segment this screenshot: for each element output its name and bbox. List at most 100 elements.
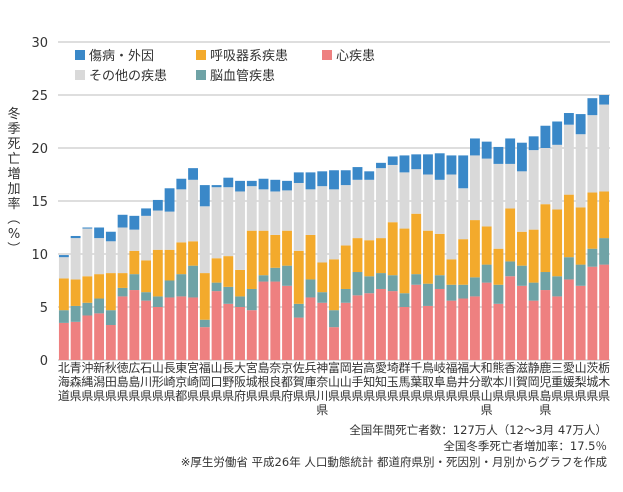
- bar-segment-23-その他の疾患: [329, 189, 339, 260]
- bar-segment-19-傷病・外因: [282, 180, 292, 191]
- bar-segment-2-心疾患: [82, 315, 93, 360]
- x-tick-label: 県: [222, 389, 234, 403]
- bar-segment-10-傷病・外因: [176, 178, 187, 190]
- bar-segment-26-傷病・外因: [364, 171, 375, 180]
- bar-segment-4-その他の疾患: [105, 241, 116, 274]
- bar-segment-12-傷病・外因: [199, 185, 210, 207]
- bar-segment-18-心疾患: [270, 281, 281, 360]
- x-tick-label: 福: [457, 360, 469, 375]
- bar-segment-16-脳血管疾患: [246, 288, 257, 311]
- bar-segment-17-心疾患: [258, 281, 269, 360]
- bar-segment-28-心疾患: [387, 291, 398, 360]
- bar-segment-30-呼吸器系疾患: [411, 213, 422, 275]
- bar-segment-17-傷病・外因: [258, 178, 269, 190]
- bar-segment-44-その他の疾患: [575, 134, 586, 208]
- x-tick-label: 重: [551, 375, 563, 389]
- bar-segment-33-心疾患: [446, 300, 457, 360]
- x-tick-label: 県: [375, 389, 387, 403]
- x-tick-label: 県: [563, 389, 575, 403]
- x-tick-label: 井: [457, 375, 469, 389]
- bar-segment-33-傷病・外因: [446, 155, 457, 175]
- bar-segment-7-その他の疾患: [141, 215, 152, 261]
- bar-segment-41-傷病・外因: [540, 125, 551, 148]
- x-tick-label: 岡: [528, 375, 540, 389]
- bar-segment-38-呼吸器系疾患: [505, 208, 516, 262]
- bar-segment-44-呼吸器系疾患: [575, 207, 586, 265]
- x-tick-label: 山: [328, 375, 340, 389]
- x-tick-label: 県: [152, 389, 164, 403]
- bar-segment-17-呼吸器系疾患: [258, 230, 269, 276]
- bar-segment-22-傷病・外因: [317, 171, 328, 187]
- x-tick-label: 城: [586, 375, 598, 389]
- total-deaths-note: 全国年間死亡者数：127万人（12〜3月 47万人）: [349, 423, 607, 437]
- legend-swatch: [322, 50, 332, 60]
- bar-segment-26-脳血管疾患: [364, 276, 375, 294]
- bar-segment-10-心疾患: [176, 296, 187, 360]
- x-tick-label: 県: [539, 403, 551, 417]
- bar-segment-31-脳血管疾患: [423, 283, 433, 306]
- bar-segment-2-傷病・外因: [82, 227, 93, 229]
- x-tick-label: 千: [410, 361, 422, 375]
- legend-swatch: [196, 70, 206, 80]
- bar-segment-34-脳血管疾患: [458, 284, 469, 299]
- bar-segment-43-その他の疾患: [563, 124, 574, 195]
- x-tick-label: 県: [457, 389, 469, 403]
- bar-segment-29-呼吸器系疾患: [399, 228, 410, 294]
- bar-segment-0-その他の疾患: [58, 257, 69, 279]
- bar-segment-45-傷病・外因: [587, 98, 598, 116]
- bar-segment-25-呼吸器系疾患: [352, 238, 363, 273]
- bar-segment-46-脳血管疾患: [599, 238, 610, 265]
- x-tick-label: 木: [598, 375, 610, 389]
- x-tick-label: 大: [469, 361, 481, 375]
- bar-segment-20-心疾患: [293, 317, 304, 360]
- bar-segment-43-傷病・外因: [563, 113, 574, 125]
- x-tick-label: 徳: [117, 360, 129, 375]
- bar-segment-38-脳血管疾患: [505, 261, 516, 277]
- y-axis-label-char: %: [8, 227, 20, 242]
- bar-segment-15-心疾患: [235, 307, 245, 360]
- bar-segment-4-脳血管疾患: [105, 310, 116, 326]
- bar-segment-17-その他の疾患: [258, 189, 269, 231]
- y-tick-label: 15: [31, 195, 48, 210]
- x-tick-label: 県: [105, 389, 117, 403]
- bar-segment-19-脳血管疾患: [282, 265, 292, 286]
- bar-segment-9-呼吸器系疾患: [164, 249, 175, 281]
- bar-segment-8-脳血管疾患: [152, 296, 163, 307]
- x-tick-label: 根: [258, 375, 270, 389]
- bar-segment-41-心疾患: [540, 290, 551, 360]
- x-tick-label: 広: [128, 361, 140, 375]
- bar-segment-27-脳血管疾患: [376, 273, 386, 289]
- x-tick-label: 山: [481, 389, 493, 403]
- winter-increase-note: 全国冬季死亡者増加率：17.5％: [443, 439, 607, 453]
- x-tick-label: 島: [128, 374, 140, 389]
- bar-segment-20-脳血管疾患: [293, 303, 304, 318]
- x-tick-label: 海: [58, 374, 70, 389]
- x-tick-label: 県: [422, 389, 434, 403]
- bar-segment-18-傷病・外因: [270, 179, 281, 192]
- x-tick-label: 静: [528, 361, 540, 375]
- bar-segment-13-心疾患: [211, 291, 222, 360]
- x-tick-label: 栃: [598, 361, 610, 375]
- stacked-bar-chart: 051015202530冬季死亡増加率（%）北海道青森県沖縄県新潟県秋田県徳島県…: [5, 36, 610, 417]
- x-tick-label: 高: [363, 360, 375, 375]
- x-tick-label: 島: [539, 388, 551, 403]
- bar-segment-29-その他の疾患: [399, 172, 410, 229]
- bar-segment-32-心疾患: [434, 288, 445, 360]
- x-tick-label: 鳥: [422, 360, 434, 375]
- bar-segment-28-呼吸器系疾患: [387, 222, 398, 276]
- bar-segment-27-その他の疾患: [376, 168, 386, 239]
- bar-segment-42-傷病・外因: [552, 121, 563, 145]
- bar-segment-22-心疾患: [317, 302, 328, 360]
- x-tick-label: 県: [93, 389, 105, 403]
- bar-segment-36-心疾患: [481, 282, 492, 360]
- bar-segment-42-呼吸器系疾患: [552, 209, 563, 277]
- x-tick-label: 群: [398, 361, 410, 375]
- bar-segment-37-呼吸器系疾患: [493, 248, 504, 285]
- x-tick-label: 児: [539, 375, 551, 389]
- x-tick-label: 石: [140, 361, 152, 375]
- x-tick-label: 三: [551, 361, 563, 375]
- y-axis-label-char: 増: [7, 167, 20, 182]
- x-tick-label: 梨: [575, 375, 587, 389]
- x-tick-label: 長: [222, 361, 234, 375]
- bar-segment-32-傷病・外因: [434, 153, 445, 180]
